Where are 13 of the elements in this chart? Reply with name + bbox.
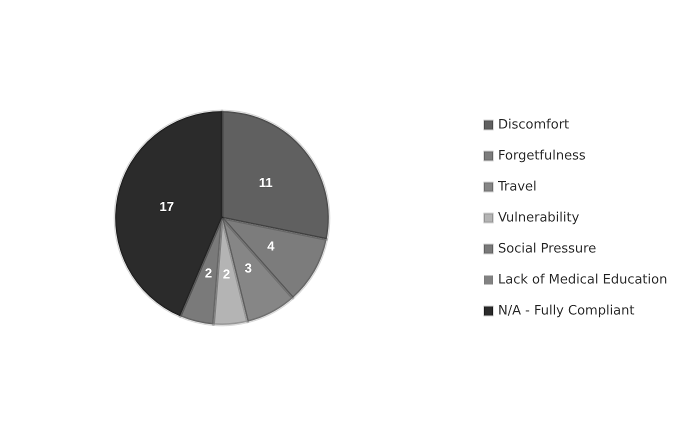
data-label: 4 bbox=[267, 238, 276, 254]
legend-label: Social Pressure bbox=[498, 242, 596, 256]
data-label: 11 bbox=[258, 174, 273, 190]
legend-label: Vulnerability bbox=[498, 210, 580, 226]
data-label: 17 bbox=[159, 199, 174, 214]
legend-label: Lack of Medical Education bbox=[498, 272, 668, 288]
legend-label: Travel bbox=[497, 180, 537, 194]
data-label: 3 bbox=[244, 260, 252, 276]
data-label: 2 bbox=[204, 265, 212, 280]
legend-label: Discomfort bbox=[498, 118, 570, 132]
legend-label: N/A - Fully Compliant bbox=[498, 304, 634, 318]
legend-label: Forgetfulness bbox=[498, 148, 586, 164]
data-label: 2 bbox=[222, 266, 230, 282]
